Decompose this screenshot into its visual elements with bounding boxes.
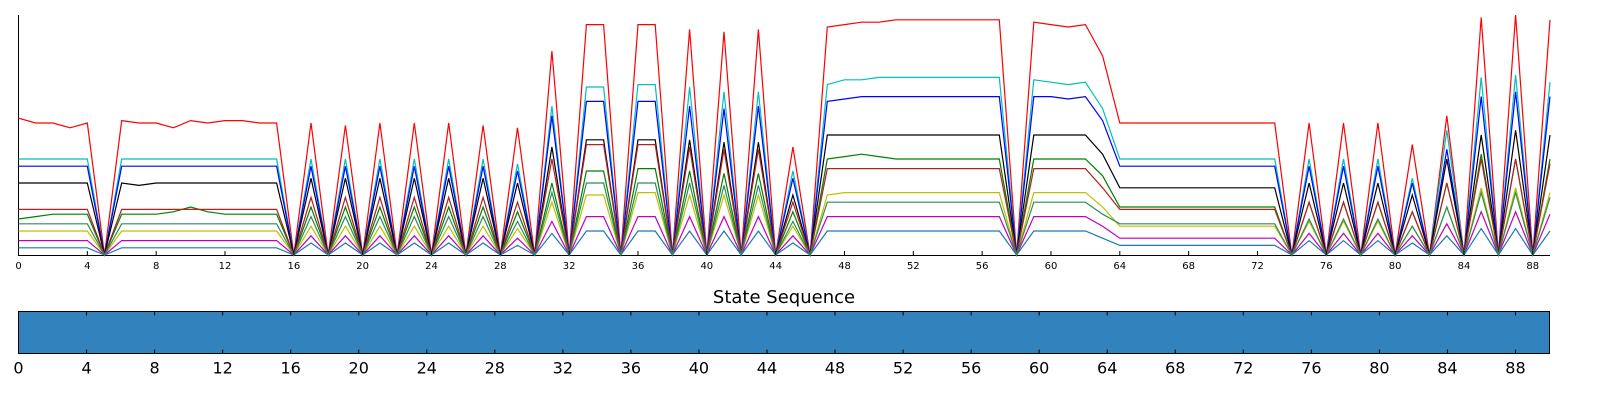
x-tick-label: 8 [153,261,159,272]
state-sequence-title: State Sequence [713,287,855,308]
x-axis-ticks: 0 4 8 12 16 20 24 28 32 36 40 44 48 52 56 60 64 68 72 76 80 8… [15,251,1539,272]
x-tick-label: 28 [494,261,507,272]
state-tick-label: 60 [1029,359,1049,378]
state-tick-label: 44 [757,359,777,378]
x-tick-label: 44 [769,261,782,272]
x-tick-label: 32 [563,261,576,272]
x-tick-label: 40 [700,261,713,272]
state-tick-label: 64 [1097,359,1117,378]
x-tick-label: 48 [838,261,851,272]
x-tick-label: 84 [1458,261,1471,272]
state-tick-label: 80 [1369,359,1389,378]
state-tick-label: 4 [81,359,91,378]
state-sequence-chart: State Sequence 0 4 8 12 16 20 24 28 32 36 40 44 48 52… [13,287,1550,378]
series-line-1 [18,14,1551,256]
x-tick-label: 76 [1320,261,1333,272]
state-tick-label: 12 [212,359,232,378]
x-tick-label: 88 [1526,261,1539,272]
x-tick-label: 80 [1389,261,1402,272]
state-tick-label: 68 [1165,359,1185,378]
x-tick-label: 12 [219,261,232,272]
x-tick-label: 24 [425,261,438,272]
state-tick-label: 84 [1437,359,1457,378]
state-axis-ticks: 0 4 8 12 16 20 24 28 32 36 40 44 48 52 56 60 64 68 72 76 80 8… [13,311,1526,378]
x-tick-label: 36 [632,261,645,272]
state-tick-label: 28 [485,359,505,378]
x-tick-label: 4 [84,261,90,272]
state-tick-label: 56 [961,359,981,378]
x-tick-label: 0 [15,261,21,272]
x-tick-label: 68 [1182,261,1195,272]
series-line-8 [18,144,1551,258]
series-line-4 [18,130,1551,258]
state-tick-label: 48 [825,359,845,378]
state-tick-label: 8 [149,359,159,378]
state-tick-label: 32 [553,359,573,378]
state-tick-label: 76 [1301,359,1321,378]
state-tick-label: 40 [689,359,709,378]
series-line-10 [18,182,1551,258]
state-tick-label: 0 [13,359,23,378]
series-line-3 [18,91,1551,256]
x-tick-label: 52 [907,261,920,272]
state-bar [18,311,1550,354]
x-tick-label: 16 [287,261,300,272]
series-line-9 [18,227,1551,257]
series-group [18,14,1551,258]
state-tick-label: 72 [1233,359,1253,378]
state-tick-label: 16 [280,359,300,378]
x-tick-label: 64 [1113,261,1126,272]
x-tick-label: 20 [356,261,369,272]
series-line-7 [18,210,1551,257]
x-tick-label: 60 [1045,261,1058,272]
state-tick-label: 24 [417,359,437,378]
x-tick-label: 72 [1251,261,1264,272]
state-tick-label: 52 [893,359,913,378]
state-tick-label: 20 [349,359,369,378]
state-tick-label: 88 [1505,359,1525,378]
x-tick-label: 56 [976,261,989,272]
state-tick-label: 36 [621,359,641,378]
line-chart: 0 4 8 12 16 20 24 28 32 36 40 44 48 52 56 60 64 68 72 76 80 8… [15,14,1551,272]
